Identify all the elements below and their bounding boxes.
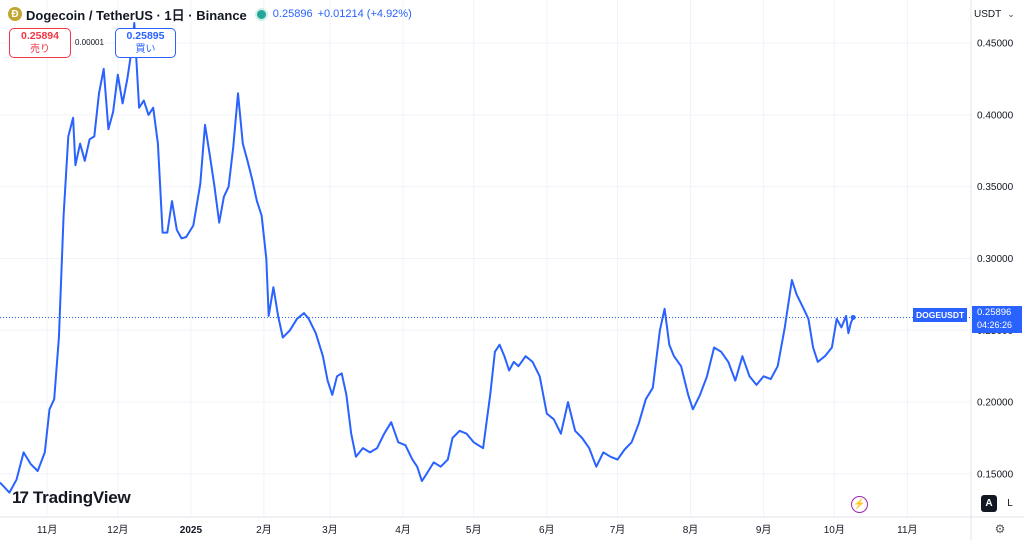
x-tick-label: 2025 xyxy=(180,525,203,536)
lightning-icon[interactable]: ⚡ xyxy=(851,496,868,513)
chevron-down-icon: ⌄ xyxy=(1007,8,1015,19)
countdown: 04:26:26 xyxy=(977,320,1013,330)
x-tick-label: 3月 xyxy=(322,524,338,536)
x-tick-label: 6月 xyxy=(539,524,555,536)
y-tick-label: 0.20000 xyxy=(977,398,1014,409)
last-price: 0.25896 xyxy=(272,8,313,20)
log-scale-button[interactable]: L xyxy=(1007,498,1013,509)
time-axis[interactable]: 11月 12月 2025 2月 3月 4月 5月 6月 7月 8月 9月 10月 11月 xyxy=(37,524,918,536)
auto-scale-button[interactable]: A xyxy=(981,495,997,512)
y-tick-label: 0.30000 xyxy=(977,254,1014,265)
grid xyxy=(0,0,971,517)
x-tick-label: 2月 xyxy=(256,524,272,536)
y-tick-label: 0.15000 xyxy=(977,469,1014,480)
price-tag: 0.25896 04:26:26 xyxy=(972,306,1022,333)
market-status-icon[interactable] xyxy=(256,9,266,19)
x-tick-label: 11月 xyxy=(37,524,57,536)
x-tick-label: 8月 xyxy=(683,524,699,536)
series-line xyxy=(0,22,855,494)
symbol-tag: DOGEUSDT xyxy=(913,308,968,322)
last-price-point xyxy=(850,314,856,320)
spread-value: 0.00001 xyxy=(75,38,104,47)
tradingview-logo[interactable]: 17 TradingView xyxy=(12,488,131,508)
x-tick-label: 4月 xyxy=(395,524,411,536)
buy-price: 0.25895 xyxy=(126,30,165,42)
symbol-header: Ð Dogecoin / TetherUS · 1日 · Binance 0.2… xyxy=(8,5,412,23)
price-tag-price: 0.25896 xyxy=(977,307,1012,318)
currency-button[interactable]: USDT ⌄ xyxy=(974,5,1015,23)
gear-icon[interactable]: ⚙ xyxy=(994,522,1006,536)
symbol-title[interactable]: Dogecoin / TetherUS · 1日 · Binance xyxy=(26,7,247,23)
tradingview-logo-text: TradingView xyxy=(32,488,131,507)
currency-label: USDT xyxy=(974,8,1002,20)
sell-label: 売り xyxy=(30,44,50,55)
tradingview-logo-mark: 17 xyxy=(12,488,29,507)
x-tick-label: 12月 xyxy=(107,524,128,536)
x-tick-label: 5月 xyxy=(466,524,482,536)
x-tick-label: 11月 xyxy=(897,524,917,536)
sell-button[interactable]: 0.25894 売り xyxy=(9,28,71,58)
x-tick-label: 7月 xyxy=(610,524,626,536)
x-tick-label: 10月 xyxy=(824,524,845,536)
dogecoin-icon: Ð xyxy=(8,7,22,21)
sell-price: 0.25894 xyxy=(21,30,59,42)
price-axis[interactable]: 0.450000.400000.350000.300000.250000.200… xyxy=(977,39,1014,481)
y-tick-label: 0.40000 xyxy=(977,110,1014,121)
price-change: +0.01214 (+4.92%) xyxy=(317,8,412,20)
y-tick-label: 0.45000 xyxy=(977,39,1014,50)
buy-label: 買い xyxy=(135,44,156,55)
y-tick-label: 0.35000 xyxy=(977,182,1014,193)
buy-button[interactable]: 0.25895 買い xyxy=(115,28,176,58)
x-tick-label: 9月 xyxy=(756,524,772,536)
